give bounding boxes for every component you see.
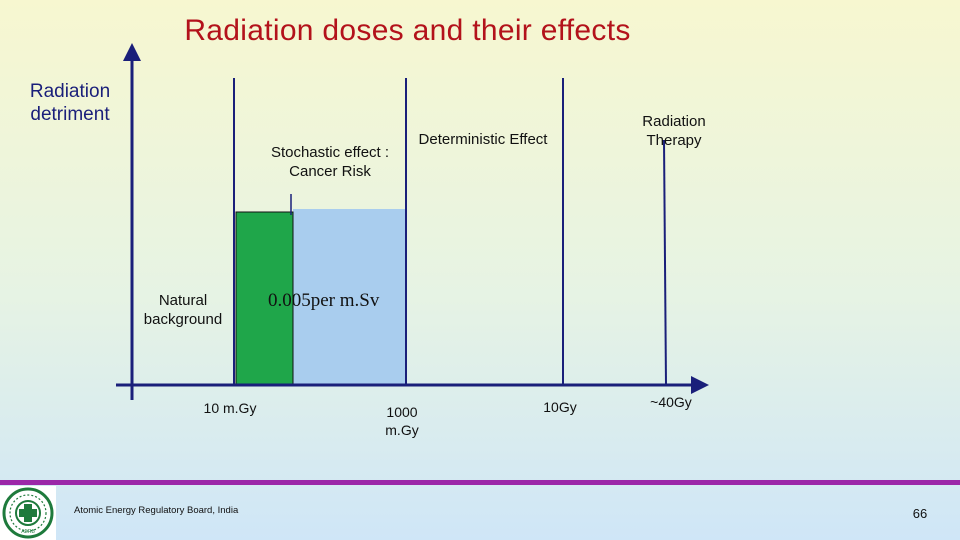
logo-text: AERB <box>21 529 35 535</box>
page-number: 66 <box>912 506 928 521</box>
tick-label-10gy: 10Gy <box>543 399 577 415</box>
tick-label-1000mgy: 1000 m.Gy <box>385 404 419 438</box>
natural-background-label: Natural background <box>143 292 223 328</box>
y-axis-label: Radiation detriment <box>29 81 111 125</box>
boundary-line-40gy <box>663 139 667 386</box>
tick-label-40gy: ~40Gy <box>650 394 692 410</box>
tick-label-10mgy: 10 m.Gy <box>203 400 257 416</box>
stochastic-effect-label: Stochastic effect : Cancer Risk <box>270 144 390 180</box>
footer-organization: Atomic Energy Regulatory Board, India <box>74 505 239 516</box>
slide-title: Radiation doses and their effects <box>184 14 631 47</box>
radiation-therapy-label: Radiation Therapy <box>642 113 706 149</box>
deterministic-effect-label: Deterministic Effect <box>418 131 548 148</box>
stochastic-region-bar <box>293 209 406 385</box>
aerb-emblem-icon: AERB <box>0 486 56 540</box>
risk-rate-label: 0.005per m.Sv <box>268 290 380 311</box>
footer-divider <box>0 480 960 485</box>
